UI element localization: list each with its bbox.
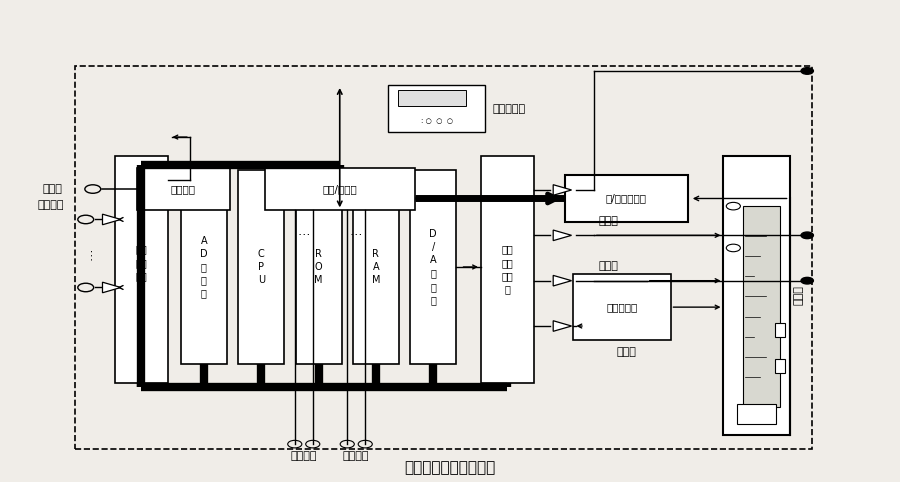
Text: 通信线: 通信线 — [42, 184, 62, 194]
Text: 输入/输出板: 输入/输出板 — [322, 184, 357, 194]
Circle shape — [801, 277, 814, 284]
Text: …: … — [82, 247, 94, 260]
Bar — [137, 168, 230, 210]
Text: D
/
A
变
换
器: D / A 变 换 器 — [429, 229, 437, 305]
Text: R
O
M: R O M — [314, 249, 323, 285]
Bar — [775, 323, 785, 337]
Polygon shape — [554, 275, 572, 286]
Text: 侧面操作器: 侧面操作器 — [492, 104, 526, 114]
Circle shape — [801, 232, 814, 239]
Text: 抗冲击电路: 抗冲击电路 — [607, 302, 637, 312]
Circle shape — [801, 67, 814, 74]
Bar — [743, 206, 779, 407]
Bar — [265, 168, 415, 210]
Bar — [724, 156, 789, 435]
Text: 设定值: 设定值 — [598, 262, 618, 271]
Text: R
A
M: R A M — [372, 249, 380, 285]
Bar — [75, 66, 812, 449]
Polygon shape — [554, 321, 572, 331]
Bar — [238, 170, 284, 364]
Polygon shape — [554, 230, 572, 241]
Text: 模拟输入: 模拟输入 — [37, 201, 64, 210]
Text: 单回路调节器原理框图: 单回路调节器原理框图 — [404, 460, 496, 475]
Text: C
P
U: C P U — [257, 249, 265, 285]
Text: …: … — [350, 225, 363, 238]
Text: 通信接口: 通信接口 — [171, 184, 195, 194]
Bar — [775, 359, 785, 374]
Text: 数字输入: 数字输入 — [291, 451, 317, 461]
Bar — [410, 170, 456, 364]
Bar — [573, 274, 670, 340]
Bar — [737, 404, 777, 424]
Text: 数字输出: 数字输出 — [343, 451, 370, 461]
Text: 输出
多路
切换
器: 输出 多路 切换 器 — [501, 244, 513, 294]
Polygon shape — [103, 282, 121, 293]
Bar — [353, 170, 399, 364]
Text: A
D
变
换
器: A D 变 换 器 — [200, 236, 208, 298]
Text: 输出值: 输出值 — [616, 347, 636, 357]
Bar — [564, 175, 688, 222]
Bar — [181, 170, 227, 364]
Bar — [481, 156, 534, 383]
Text: 手/自切换电路: 手/自切换电路 — [606, 193, 647, 203]
Bar — [388, 85, 485, 133]
Text: : ○  ○  ○: : ○ ○ ○ — [421, 118, 453, 123]
Text: …: … — [298, 225, 310, 238]
Text: 测量值: 测量值 — [598, 216, 618, 226]
Text: 输入
多路
切换
器: 输入 多路 切换 器 — [135, 244, 148, 294]
Polygon shape — [103, 214, 121, 225]
Text: 前面板: 前面板 — [794, 285, 804, 305]
Polygon shape — [554, 185, 572, 195]
Bar — [115, 156, 167, 383]
Bar — [295, 170, 341, 364]
Bar — [398, 90, 466, 107]
